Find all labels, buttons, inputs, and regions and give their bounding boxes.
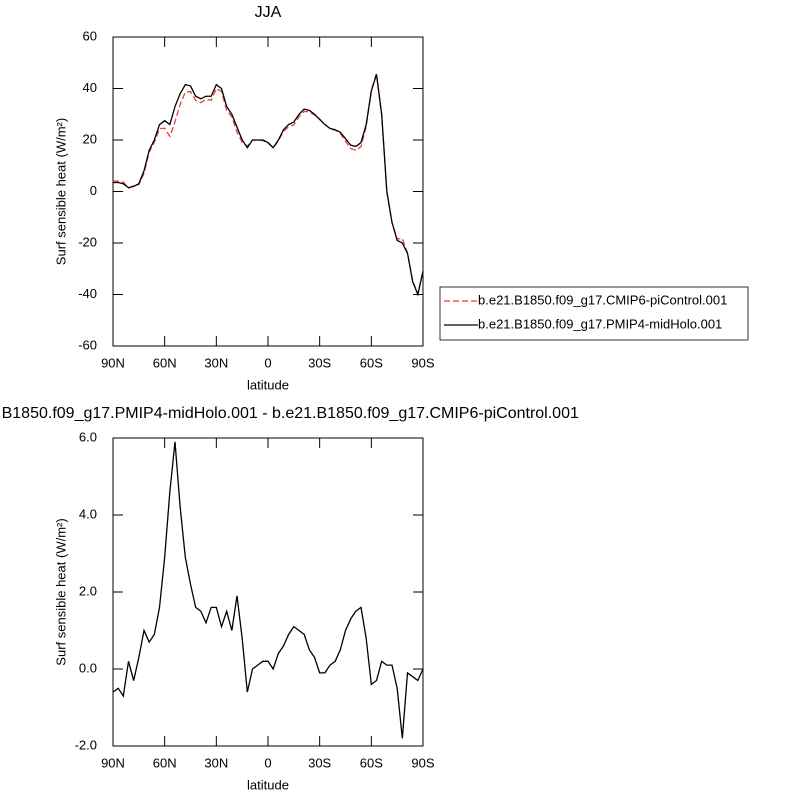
chart-title: JJA: [255, 4, 282, 21]
y-tick-label: 6.0: [79, 429, 97, 444]
y-tick-label: 40: [83, 80, 97, 95]
y-tick-label: -60: [78, 337, 97, 352]
x-axis-label: latitude: [247, 777, 289, 792]
x-tick-label: 0: [264, 355, 271, 370]
y-axis-label: Surf sensible heat (W/m²): [53, 518, 68, 665]
x-axis-label: latitude: [247, 377, 289, 392]
x-tick-label: 90S: [411, 755, 434, 770]
x-tick-label: 90S: [411, 355, 434, 370]
x-tick-label: 60S: [360, 755, 383, 770]
data-line: [112, 441, 424, 739]
legend-box: [439, 286, 749, 341]
legend-label: b.e21.B1850.f09_g17.PMIP4-midHolo.001: [478, 316, 722, 331]
x-tick-label: 30N: [204, 755, 228, 770]
y-tick-label: -40: [78, 286, 97, 301]
y-tick-label: -2.0: [75, 737, 97, 752]
data-line: [113, 74, 424, 297]
x-tick-label: 0: [264, 755, 271, 770]
y-axis-label: Surf sensible heat (W/m²): [53, 118, 68, 265]
chart-title: b.e21.B1850.f09_g17.PMIP4-midHolo.001 - …: [0, 405, 579, 422]
y-tick-label: 0: [90, 183, 97, 198]
x-tick-label: 90N: [101, 755, 125, 770]
x-tick-label: 60N: [153, 755, 177, 770]
y-tick-label: 60: [83, 28, 97, 43]
plot-frame: [112, 36, 424, 347]
x-tick-label: 90N: [101, 355, 125, 370]
y-tick-label: 20: [83, 131, 97, 146]
y-tick-label: 0.0: [79, 660, 97, 675]
y-tick-label: 4.0: [79, 506, 97, 521]
x-tick-label: 60N: [153, 355, 177, 370]
legend-label: b.e21.B1850.f09_g17.CMIP6-piControl.001: [478, 292, 727, 307]
x-tick-label: 60S: [360, 355, 383, 370]
x-tick-label: 30S: [308, 355, 331, 370]
plot-frame: [112, 437, 424, 747]
data-line: [112, 73, 424, 296]
x-tick-label: 30S: [308, 755, 331, 770]
y-tick-label: 2.0: [79, 583, 97, 598]
x-tick-label: 30N: [204, 355, 228, 370]
y-tick-label: -20: [78, 234, 97, 249]
